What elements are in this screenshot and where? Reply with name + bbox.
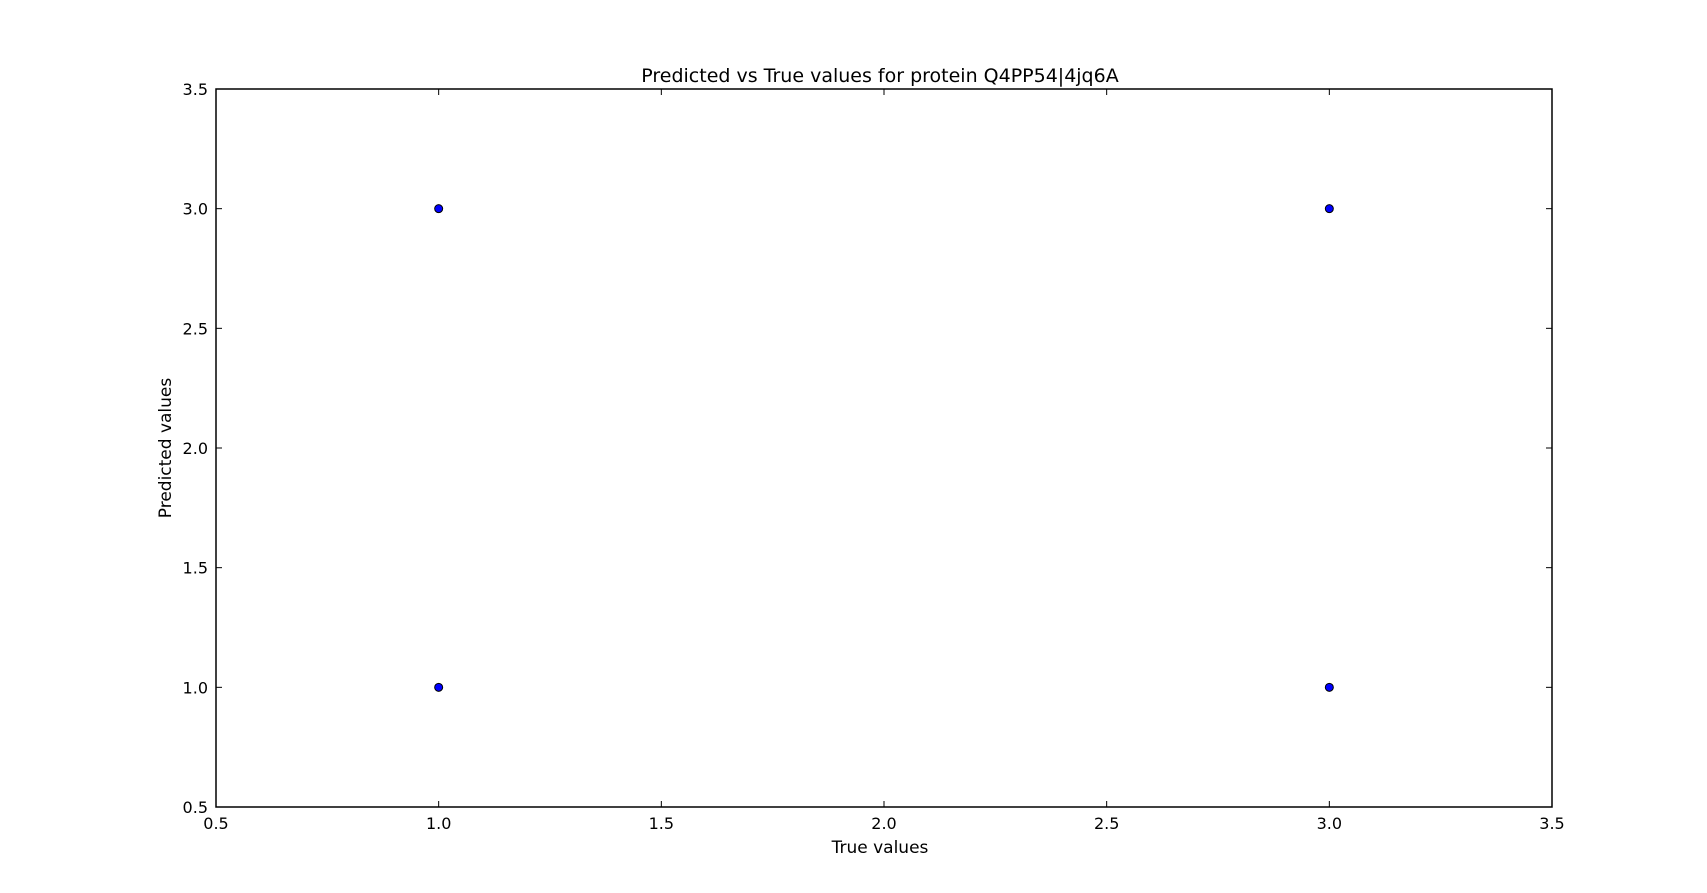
y-tick-label: 1.5: [183, 559, 208, 578]
x-tick-label: 2.5: [1094, 814, 1119, 833]
tick-group: 0.5 1.0 1.5 2.0 2.5 3.0 3.5 0.5 1.0 1.5 2.0 2.5 3.0 3…: [183, 80, 1565, 833]
data-point: [434, 204, 444, 214]
x-tick-label: 1.5: [649, 814, 674, 833]
x-tick-label: 3.0: [1317, 814, 1342, 833]
y-tick-label: 3.0: [183, 200, 208, 219]
data-point: [1324, 204, 1334, 214]
x-tick-label: 1.0: [426, 814, 451, 833]
chart-title: Predicted vs True values for protein Q4P…: [641, 65, 1118, 87]
x-tick-label: 2.0: [871, 814, 896, 833]
plot-frame: [215, 88, 1553, 808]
y-tick-label: 2.0: [183, 439, 208, 458]
x-tick-label: 3.5: [1539, 814, 1564, 833]
data-point: [1324, 682, 1334, 692]
y-tick-label: 0.5: [183, 798, 208, 817]
y-tick-label: 1.0: [183, 678, 208, 697]
x-axis-label: True values: [831, 838, 929, 858]
y-axis-label: Predicted values: [156, 378, 176, 519]
y-tick-label: 2.5: [183, 319, 208, 338]
data-point: [434, 682, 444, 692]
point-group: [434, 204, 1334, 692]
y-tick-label: 3.5: [183, 80, 208, 99]
x-tick-label: 0.5: [203, 814, 228, 833]
